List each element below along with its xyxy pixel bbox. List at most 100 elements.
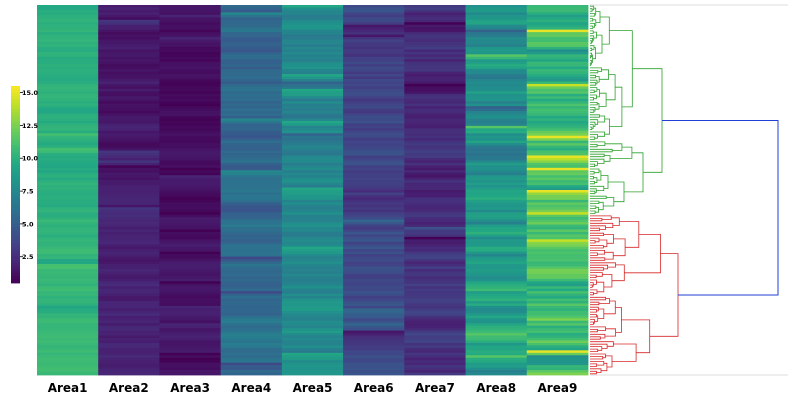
heatmap-cell: [159, 116, 222, 119]
heatmap-cell: [159, 81, 222, 85]
heatmap-cell: [404, 155, 466, 159]
heatmap-cell: [281, 177, 344, 181]
heatmap-cell: [98, 180, 160, 183]
column-label-area6: Area6: [354, 381, 394, 395]
heatmap-cell: [37, 360, 99, 364]
heatmap-cell: [343, 325, 405, 329]
heatmap-cell: [159, 212, 222, 216]
heatmap-cell: [159, 103, 222, 107]
heatmap-cell: [220, 98, 283, 102]
heatmap-cell: [220, 7, 283, 11]
colorbar-segment: [11, 168, 20, 172]
heatmap-cell: [343, 236, 405, 240]
heatmap-cell: [404, 157, 466, 161]
heatmap-cell: [98, 244, 160, 248]
heatmap-cell: [37, 140, 99, 144]
heatmap-cell: [404, 7, 466, 11]
heatmap-cell: [37, 130, 99, 134]
heatmap-cell: [526, 103, 589, 107]
heatmap-cell: [220, 214, 283, 218]
dendrogram-link: [590, 163, 595, 167]
heatmap-cell: [343, 370, 405, 373]
heatmap-cell: [526, 116, 589, 119]
colorbar-segment: [11, 204, 20, 208]
heatmap-cell: [526, 264, 589, 267]
colorbar-tick-label: 10.0: [22, 155, 39, 163]
heatmap-cell: [343, 372, 405, 376]
heatmap-cell: [159, 264, 222, 267]
heatmap-cell: [37, 101, 99, 105]
heatmap-cell: [220, 113, 283, 117]
heatmap-cell: [37, 293, 99, 297]
heatmap-cell: [281, 224, 344, 228]
heatmap-cell: [37, 357, 99, 361]
heatmap-cell: [465, 140, 528, 144]
heatmap-cell: [281, 212, 344, 216]
heatmap-cell: [465, 323, 528, 327]
heatmap-cell: [281, 278, 344, 282]
dendrogram-link: [609, 86, 623, 127]
heatmap-cell: [98, 328, 160, 331]
heatmap-cell: [526, 256, 589, 260]
heatmap-cell: [98, 256, 160, 260]
heatmap-cell: [98, 273, 160, 277]
heatmap-cell: [404, 244, 466, 248]
heatmap-cell: [159, 328, 222, 331]
heatmap-cell: [526, 17, 589, 21]
heatmap-cell: [98, 91, 160, 95]
heatmap-cell: [465, 315, 528, 319]
heatmap-cell: [159, 128, 222, 132]
heatmap-cell: [159, 49, 222, 53]
heatmap-cell: [526, 350, 589, 354]
heatmap-cell: [159, 296, 222, 299]
dendrogram-link: [604, 118, 610, 135]
heatmap-cell: [220, 283, 283, 287]
dendrogram-link: [604, 155, 611, 162]
dendrogram-link: [596, 281, 605, 293]
heatmap-cell: [343, 303, 405, 307]
heatmap-cell: [526, 293, 589, 297]
heatmap-cell: [98, 323, 160, 327]
heatmap-cell: [465, 113, 528, 117]
heatmap-cell: [98, 101, 160, 105]
heatmap-cell: [465, 296, 528, 299]
dendrogram-link: [605, 355, 613, 368]
heatmap-cell: [98, 42, 160, 45]
heatmap-cell: [343, 54, 405, 58]
heatmap-cell: [465, 153, 528, 156]
heatmap-cell: [220, 357, 283, 361]
heatmap-cell: [465, 157, 528, 161]
heatmap-cell: [404, 49, 466, 53]
dendrogram-link: [590, 136, 596, 140]
heatmap-cell: [343, 352, 405, 356]
heatmap-cell: [220, 167, 283, 171]
heatmap-column-area8: [465, 5, 528, 376]
heatmap-cell: [281, 266, 344, 270]
heatmap-cell: [404, 372, 466, 376]
heatmap-cell: [404, 224, 466, 228]
heatmap-cell: [526, 86, 589, 90]
heatmap-cell: [465, 44, 528, 48]
heatmap-cell: [37, 167, 99, 171]
heatmap-cell: [98, 192, 160, 196]
colorbar-segment: [11, 92, 20, 97]
heatmap-cell: [465, 93, 528, 97]
heatmap-cell: [98, 185, 160, 188]
heatmap-cell: [404, 76, 466, 80]
heatmap-cell: [404, 335, 466, 339]
dendrogram-link: [613, 238, 626, 257]
heatmap-cell: [37, 256, 99, 260]
heatmap-cell: [465, 360, 528, 364]
colorbar-segment: [11, 279, 20, 284]
heatmap-cell: [526, 338, 589, 341]
heatmap-cell: [37, 157, 99, 161]
heatmap-cell: [37, 318, 99, 322]
heatmap-cell: [159, 180, 222, 183]
heatmap-cell: [37, 325, 99, 329]
heatmap-cell: [465, 249, 528, 253]
heatmap-cell: [526, 360, 589, 364]
heatmap-cell: [526, 172, 589, 176]
heatmap-cell: [159, 207, 222, 211]
heatmap-cell: [526, 61, 589, 65]
heatmap-cell: [526, 148, 589, 151]
